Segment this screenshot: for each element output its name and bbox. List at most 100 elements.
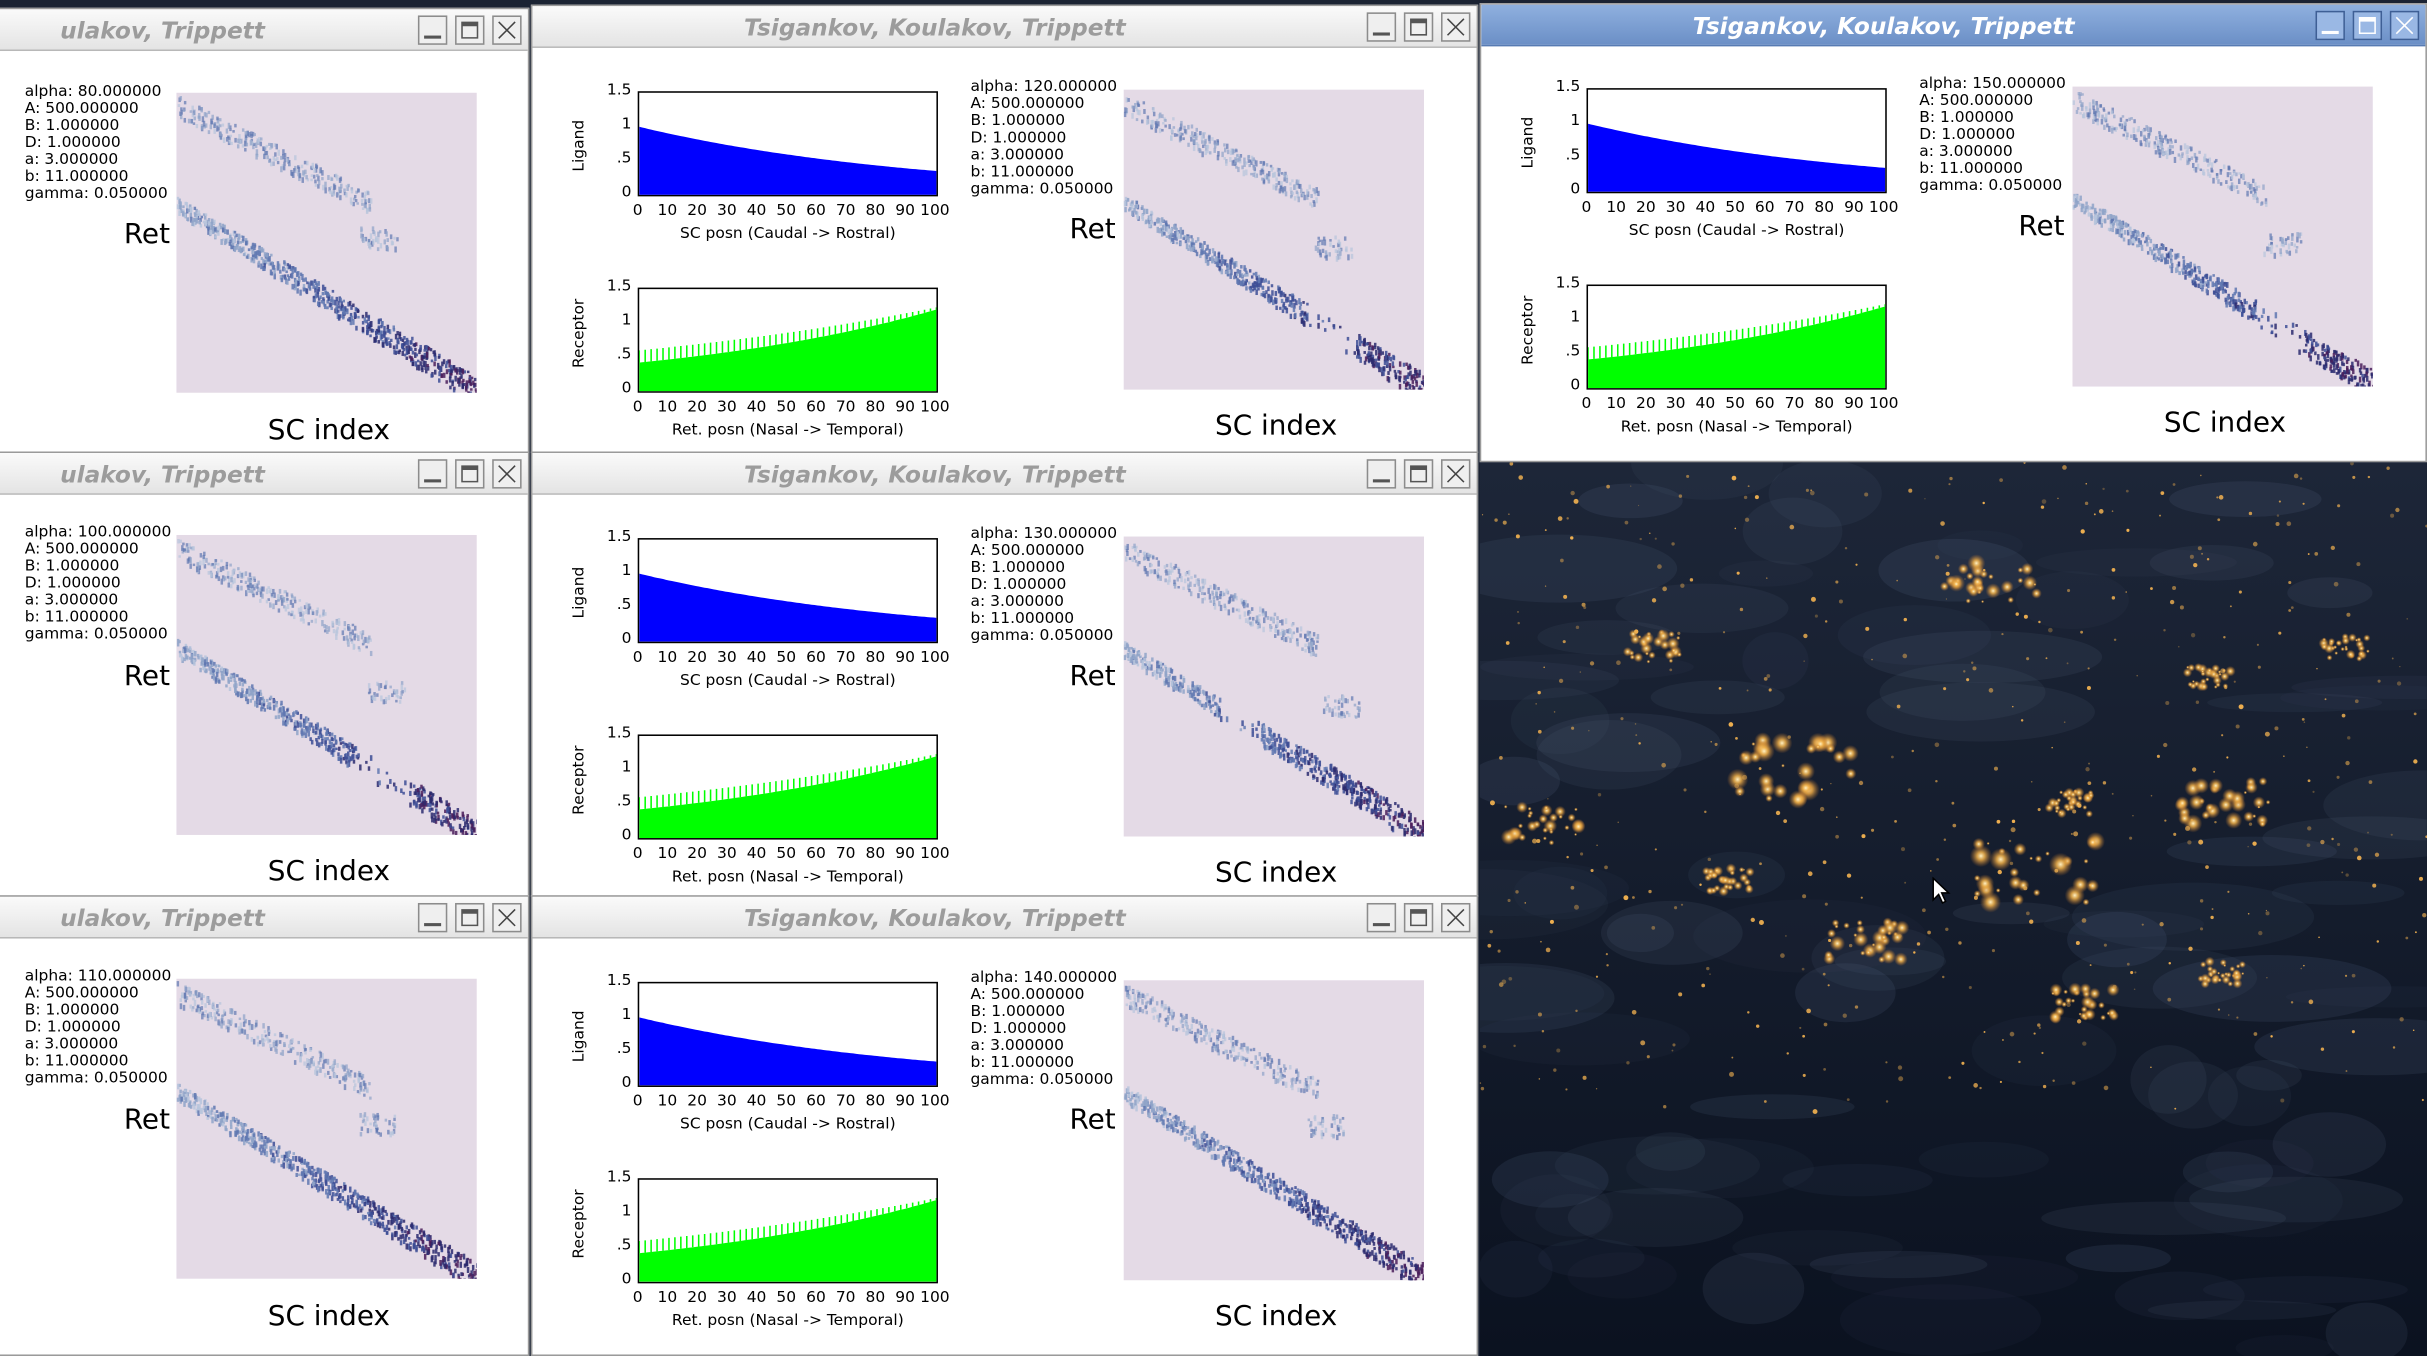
projection-point — [280, 166, 283, 173]
projection-point — [383, 1228, 386, 1233]
projection-point — [312, 295, 316, 299]
projection-point — [466, 823, 470, 830]
projection-point — [1378, 353, 1381, 359]
minimize-button[interactable] — [417, 459, 448, 489]
projection-point — [254, 585, 258, 589]
projection-point — [1166, 1019, 1169, 1023]
projection-point — [1282, 747, 1285, 751]
maximize-button[interactable] — [455, 902, 485, 933]
x-tick-label: 20 — [687, 202, 707, 220]
projection-point — [1263, 734, 1267, 739]
projection-point — [1249, 621, 1252, 626]
window-alpha-80[interactable]: ulakov, Trippett alpha: 80.000000 A: 500.… — [0, 7, 530, 454]
titlebar[interactable]: Tsigankov, Koulakov, Trippett — [532, 6, 1477, 48]
projection-point — [1148, 554, 1151, 558]
projection-point — [345, 756, 348, 763]
close-button[interactable] — [492, 15, 522, 45]
window-alpha-120[interactable]: Tsigankov, Koulakov, Trippett alpha: 120… — [530, 4, 1479, 454]
projection-point — [353, 194, 357, 199]
projection-point — [202, 213, 206, 216]
projection-point — [353, 636, 356, 641]
projection-point — [366, 1196, 370, 1200]
projection-point — [234, 686, 237, 693]
titlebar[interactable]: ulakov, Trippett — [0, 896, 528, 939]
projection-point — [1285, 742, 1289, 747]
projection-point — [219, 132, 223, 136]
projection-point — [250, 1037, 254, 1042]
projection-point — [298, 722, 301, 728]
ligand-plot-area — [637, 981, 938, 1087]
projection-point — [1211, 590, 1214, 594]
minimize-button[interactable] — [1366, 902, 1397, 933]
projection-point — [225, 684, 228, 688]
close-button[interactable] — [492, 902, 522, 933]
window-alpha-140[interactable]: Tsigankov, Koulakov, Trippett alpha: 140… — [530, 895, 1479, 1356]
projection-point — [263, 708, 267, 712]
maximize-button[interactable] — [455, 459, 485, 489]
close-button[interactable] — [1441, 459, 1471, 489]
projection-point — [423, 804, 426, 810]
minimize-button[interactable] — [1366, 12, 1397, 42]
projection-point — [274, 158, 277, 162]
projection-point — [1411, 380, 1415, 384]
projection-point — [400, 690, 403, 696]
projection-point — [1316, 247, 1320, 253]
projection-point — [1167, 667, 1171, 673]
minimize-button[interactable] — [1366, 459, 1397, 489]
projection-point — [225, 1117, 228, 1122]
projection-point — [418, 804, 422, 810]
projection-point — [333, 1073, 337, 1079]
projection-point — [303, 160, 307, 165]
projection-point — [422, 360, 425, 365]
projection-point — [335, 304, 339, 311]
projection-point — [1421, 830, 1424, 833]
window-alpha-130[interactable]: Tsigankov, Koulakov, Trippett alpha: 130… — [530, 451, 1479, 897]
projection-point — [1263, 1063, 1266, 1069]
projection-point — [238, 681, 242, 686]
x-tick-label: 0 — [632, 1289, 643, 1307]
projection-point — [1417, 831, 1420, 835]
projection-point — [269, 588, 272, 594]
projection-point — [333, 1059, 337, 1066]
projection-point — [1189, 135, 1193, 138]
projection-point — [363, 1112, 367, 1118]
close-button[interactable] — [1441, 902, 1471, 933]
maximize-button[interactable] — [1403, 459, 1434, 489]
projection-point — [1186, 236, 1190, 240]
projection-point — [381, 342, 385, 348]
minimize-button[interactable] — [417, 902, 448, 933]
window-alpha-100[interactable]: ulakov, Trippett alpha: 100.000000 A: 500… — [0, 451, 530, 897]
projection-point — [1411, 384, 1414, 388]
projection-point — [1217, 712, 1221, 718]
maximize-button[interactable] — [1403, 12, 1434, 42]
projection-point — [435, 800, 438, 806]
projection-point — [349, 1069, 353, 1073]
titlebar[interactable]: ulakov, Trippett — [0, 453, 528, 495]
titlebar[interactable]: Tsigankov, Koulakov, Trippett — [532, 453, 1477, 495]
close-button[interactable] — [492, 459, 522, 489]
maximize-button[interactable] — [455, 15, 485, 45]
titlebar[interactable]: ulakov, Trippett — [0, 9, 528, 52]
projection-point — [1254, 1055, 1257, 1061]
projection-point — [253, 578, 257, 582]
projection-point — [1167, 231, 1171, 235]
projection-point — [1190, 693, 1194, 698]
projection-point — [1284, 191, 1288, 197]
projection-point — [368, 1204, 372, 1208]
projection-point — [377, 318, 381, 324]
projection-point — [1145, 219, 1148, 225]
projection-point — [211, 226, 214, 230]
projection-point — [1294, 183, 1297, 190]
close-button[interactable] — [1441, 12, 1471, 42]
minimize-button[interactable] — [417, 15, 448, 45]
projection-point — [346, 762, 349, 768]
projection-point — [309, 1047, 312, 1052]
projection-point — [1266, 616, 1270, 620]
projection-point — [420, 802, 423, 808]
projection-point — [314, 1066, 318, 1070]
projection-point — [263, 1038, 266, 1042]
titlebar[interactable]: Tsigankov, Koulakov, Trippett — [532, 896, 1477, 939]
maximize-button[interactable] — [1403, 902, 1434, 933]
window-alpha-110[interactable]: ulakov, Trippett alpha: 110.000000 A: 500… — [0, 895, 530, 1356]
projection-point — [434, 1255, 437, 1260]
